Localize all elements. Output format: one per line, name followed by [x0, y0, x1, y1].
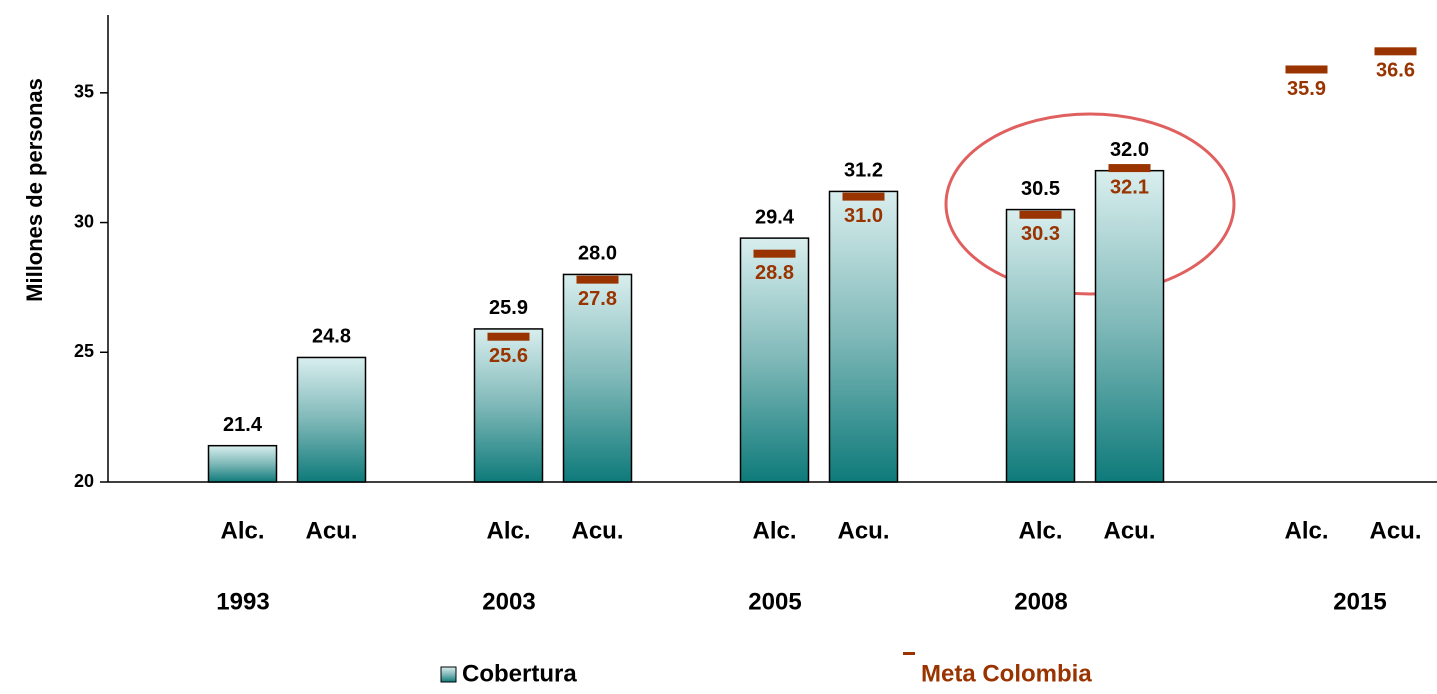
- meta-value-label: 36.6: [1376, 60, 1415, 82]
- legend-label: Meta Colombia: [921, 660, 1092, 687]
- x-tick-label: Alc.: [752, 517, 796, 544]
- meta-marker: [753, 249, 796, 258]
- y-tick-label: 35: [74, 82, 94, 102]
- group-label: 2003: [482, 588, 535, 615]
- bar: [1005, 208, 1076, 483]
- bar-value-label: 32.0: [1110, 139, 1149, 161]
- meta-value-label: 35.9: [1287, 78, 1326, 100]
- bar-value-label: 30.5: [1021, 178, 1060, 200]
- y-tick-label: 20: [74, 471, 94, 491]
- bar: [1094, 169, 1165, 483]
- legend-swatch: [903, 652, 915, 655]
- x-tick-label: Alc.: [220, 517, 264, 544]
- bar-value-label: 28.0: [578, 243, 617, 265]
- meta-marker: [1108, 164, 1151, 173]
- meta-marker: [576, 275, 619, 284]
- bar-value-label: 31.2: [844, 160, 883, 182]
- bar: [739, 237, 810, 483]
- bar-value-label: 21.4: [223, 414, 263, 436]
- bar: [296, 356, 367, 483]
- x-tick-label: Alc.: [486, 517, 530, 544]
- meta-marker: [1285, 65, 1328, 74]
- x-tick-label: Acu.: [837, 517, 889, 544]
- x-tick-label: Alc.: [1018, 517, 1062, 544]
- y-axis-label: Millones de personas: [22, 78, 47, 302]
- x-tick-label: Acu.: [1369, 517, 1421, 544]
- meta-value-label: 30.3: [1021, 223, 1060, 245]
- meta-marker: [842, 192, 885, 201]
- y-tick-label: 25: [74, 341, 94, 361]
- bar-value-label: 29.4: [755, 206, 795, 228]
- meta-value-label: 25.6: [489, 345, 528, 367]
- bar: [207, 444, 278, 483]
- group-label: 1993: [216, 588, 269, 615]
- meta-value-label: 27.8: [578, 288, 617, 310]
- meta-marker: [1019, 210, 1062, 219]
- bar: [828, 190, 899, 483]
- highlight-ellipse: [944, 112, 1236, 296]
- bar: [562, 273, 633, 483]
- group-label: 2008: [1014, 588, 1067, 615]
- x-tick-label: Acu.: [1103, 517, 1155, 544]
- bar-value-label: 25.9: [489, 297, 528, 319]
- group-label: 2005: [748, 588, 801, 615]
- legend-label: Cobertura: [462, 660, 577, 687]
- bar: [473, 328, 544, 483]
- y-tick-label: 30: [74, 211, 94, 231]
- group-label: 2015: [1333, 588, 1386, 615]
- x-tick-label: Acu.: [305, 517, 357, 544]
- meta-marker: [1374, 47, 1417, 56]
- bar-value-label: 24.8: [312, 326, 351, 348]
- meta-value-label: 28.8: [755, 262, 794, 284]
- legend-swatch: [440, 666, 457, 683]
- x-tick-label: Alc.: [1284, 517, 1328, 544]
- meta-value-label: 32.1: [1110, 176, 1149, 198]
- meta-value-label: 31.0: [844, 205, 883, 227]
- meta-marker: [487, 332, 530, 341]
- x-tick-label: Acu.: [571, 517, 623, 544]
